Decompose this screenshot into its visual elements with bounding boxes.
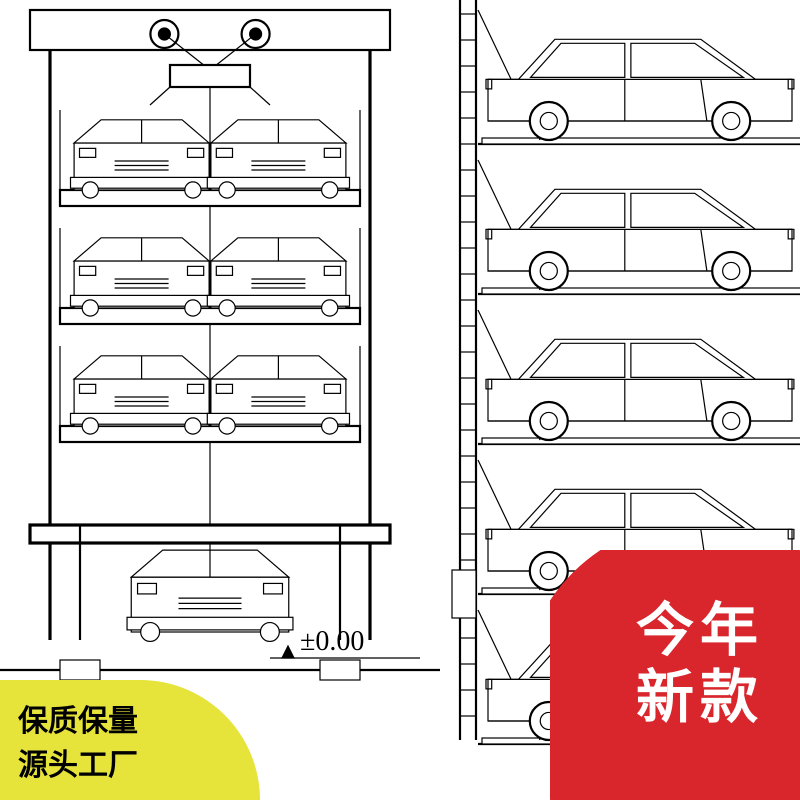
new-model-badge-circle: 今年 新款 [550,550,800,800]
new-model-badge: 今年 新款 [550,550,800,800]
new-model-badge-line1: 今年 [550,598,800,665]
svg-text:±0.00: ±0.00 [300,626,364,657]
quality-badge-line1: 保质保量 [18,696,260,740]
canvas: { "canvas": { "width": 800, "height": 80… [0,0,800,800]
quality-badge: 保质保量 源头工厂 [0,680,260,800]
new-model-badge-line2: 新款 [550,665,800,732]
quality-badge-line2: 源头工厂 [18,740,260,784]
